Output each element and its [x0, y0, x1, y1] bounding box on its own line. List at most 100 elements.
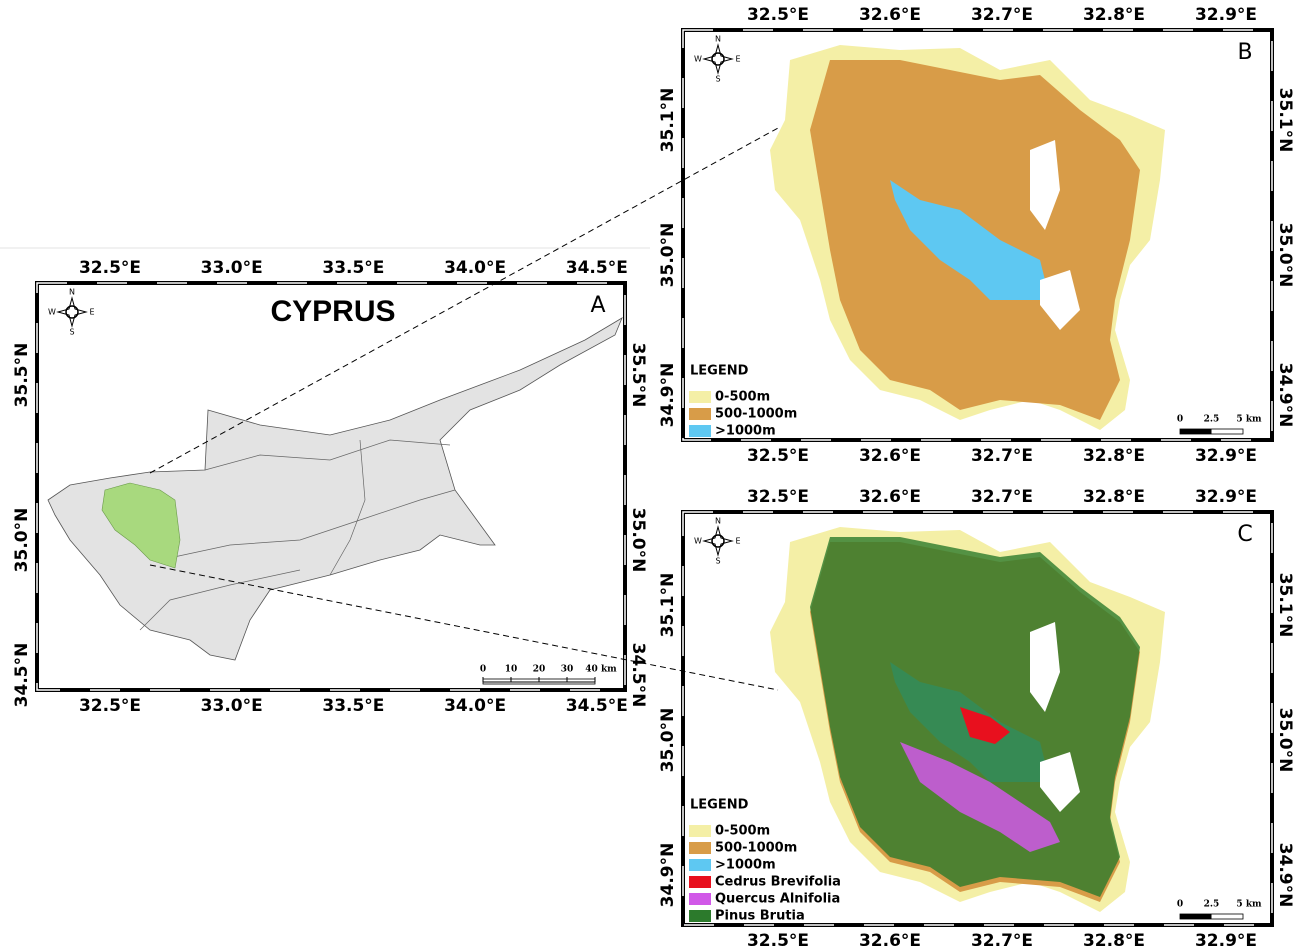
lon-label-top: 32.8°E — [1083, 5, 1145, 25]
lat-label-left: 34.5°N — [12, 643, 32, 708]
legend-title: LEGEND — [690, 798, 749, 813]
lat-label-right: 35.0°N — [1275, 708, 1295, 773]
legend-label: Cedrus Brevifolia — [715, 875, 841, 890]
scale-label: 30 — [561, 665, 574, 675]
lat-label-right: 34.9°N — [1275, 363, 1295, 428]
scale-label: 0 — [1177, 415, 1183, 425]
lat-label-left: 34.9°N — [658, 363, 678, 428]
compass-letter: S — [715, 557, 720, 566]
lat-label-left: 35.0°N — [658, 223, 678, 288]
compass-letter: E — [89, 308, 94, 317]
legend-label: >1000m — [715, 858, 776, 873]
compass-letter: W — [694, 55, 702, 64]
legend-label: Pinus Brutia — [715, 909, 805, 924]
lon-label-top: 32.8°E — [1083, 487, 1145, 507]
compass-letter: S — [69, 328, 74, 337]
scale-label: 2.5 — [1204, 415, 1220, 425]
lat-label-right: 35.5°N — [628, 343, 648, 408]
lon-label-top: 32.5°E — [747, 487, 809, 507]
legend-title: LEGEND — [690, 364, 749, 379]
scale-label: 10 — [505, 665, 518, 675]
lon-label-bottom: 33.0°E — [201, 696, 263, 716]
scale-label: 40 km — [585, 665, 617, 675]
lat-label-left: 35.1°N — [658, 573, 678, 638]
lat-label-right: 35.0°N — [628, 508, 648, 573]
compass-letter: E — [735, 537, 740, 546]
compass-star — [704, 45, 732, 73]
legend-label: 500-1000m — [715, 407, 797, 422]
legend-label: 500-1000m — [715, 841, 797, 856]
panel-letter: B — [1237, 40, 1252, 65]
lon-label-top: 33.5°E — [322, 258, 384, 278]
lon-label-bottom: 32.8°E — [1083, 931, 1145, 951]
lon-label-top: 32.6°E — [859, 487, 921, 507]
legend-swatch — [689, 842, 711, 854]
legend-label: 0-500m — [715, 390, 770, 405]
lon-label-bottom: 33.5°E — [322, 696, 384, 716]
legend-swatch — [689, 391, 711, 403]
panel-letter: A — [590, 293, 605, 318]
compass-letter: W — [694, 537, 702, 546]
lon-label-top: 33.0°E — [201, 258, 263, 278]
compass-letter: N — [715, 35, 721, 44]
elevation-map — [770, 45, 1165, 430]
legend-swatch — [689, 910, 711, 922]
lat-label-left: 35.1°N — [658, 88, 678, 153]
lon-label-bottom: 32.7°E — [971, 446, 1033, 466]
elevation-map — [770, 527, 1165, 912]
legend-label: 0-500m — [715, 824, 770, 839]
compass-letter: S — [715, 75, 720, 84]
lon-label-bottom: 32.9°E — [1195, 446, 1257, 466]
panel-letter: C — [1237, 522, 1252, 547]
lon-label-bottom: 32.6°E — [859, 931, 921, 951]
scale-label: 5 km — [1236, 415, 1262, 425]
panel: LEGEND 0-500m 500-1000m >1000m 32.5°E 32.5°E 3… — [658, 5, 1295, 466]
compass-star — [704, 527, 732, 555]
scale-label: 0 — [1177, 900, 1183, 910]
legend-swatch — [689, 425, 711, 437]
scale-label: 0 — [480, 665, 486, 675]
lon-label-bottom: 34.0°E — [444, 696, 506, 716]
lon-label-bottom: 32.8°E — [1083, 446, 1145, 466]
lon-label-bottom: 32.6°E — [859, 446, 921, 466]
legend-swatch — [689, 893, 711, 905]
lat-label-left: 35.0°N — [12, 508, 32, 573]
legend-swatch — [689, 876, 711, 888]
lon-label-top: 32.5°E — [79, 258, 141, 278]
legend-swatch — [689, 408, 711, 420]
lon-label-bottom: 32.5°E — [747, 931, 809, 951]
lon-label-top: 32.9°E — [1195, 5, 1257, 25]
lat-label-right: 34.5°N — [628, 643, 648, 708]
scale-label: 20 — [533, 665, 546, 675]
legend-swatch — [689, 859, 711, 871]
compass-letter: N — [69, 288, 75, 297]
lon-label-bottom: 32.5°E — [747, 446, 809, 466]
panel: LEGEND 0-500m 500-1000m >1000m Cedrus Brevif… — [658, 487, 1295, 951]
lon-label-bottom: 32.9°E — [1195, 931, 1257, 951]
lat-label-left: 35.0°N — [658, 708, 678, 773]
lat-label-right: 35.0°N — [1275, 223, 1295, 288]
lon-label-top: 32.5°E — [747, 5, 809, 25]
legend-swatch — [689, 825, 711, 837]
compass-letter: E — [735, 55, 740, 64]
maps: 32.5°E 32.5°E 33.0°E 33.0°E 33.5°E 33.5°E 34.0… — [12, 5, 1295, 951]
map-title: CYPRUS — [270, 295, 395, 328]
compass-letter: W — [48, 308, 56, 317]
compass-star — [58, 298, 86, 326]
lon-label-top: 32.7°E — [971, 5, 1033, 25]
lon-label-bottom: 34.5°E — [566, 696, 628, 716]
scale-bar-fill — [1180, 914, 1212, 919]
lat-label-right: 35.1°N — [1275, 88, 1295, 153]
lat-label-left: 34.9°N — [658, 843, 678, 908]
compass-letter: N — [715, 517, 721, 526]
lon-label-top: 32.9°E — [1195, 487, 1257, 507]
lat-label-right: 34.9°N — [1275, 843, 1295, 908]
scale-bar-fill — [1180, 429, 1212, 434]
lon-label-top: 34.0°E — [444, 258, 506, 278]
legend-label: >1000m — [715, 424, 776, 439]
scale-label: 2.5 — [1204, 900, 1220, 910]
lon-label-bottom: 32.7°E — [971, 931, 1033, 951]
lat-label-right: 35.1°N — [1275, 573, 1295, 638]
figure: 32.5°E 32.5°E 33.0°E 33.0°E 33.5°E 33.5°E 34.0… — [0, 0, 1302, 951]
lon-label-top: 34.5°E — [566, 258, 628, 278]
